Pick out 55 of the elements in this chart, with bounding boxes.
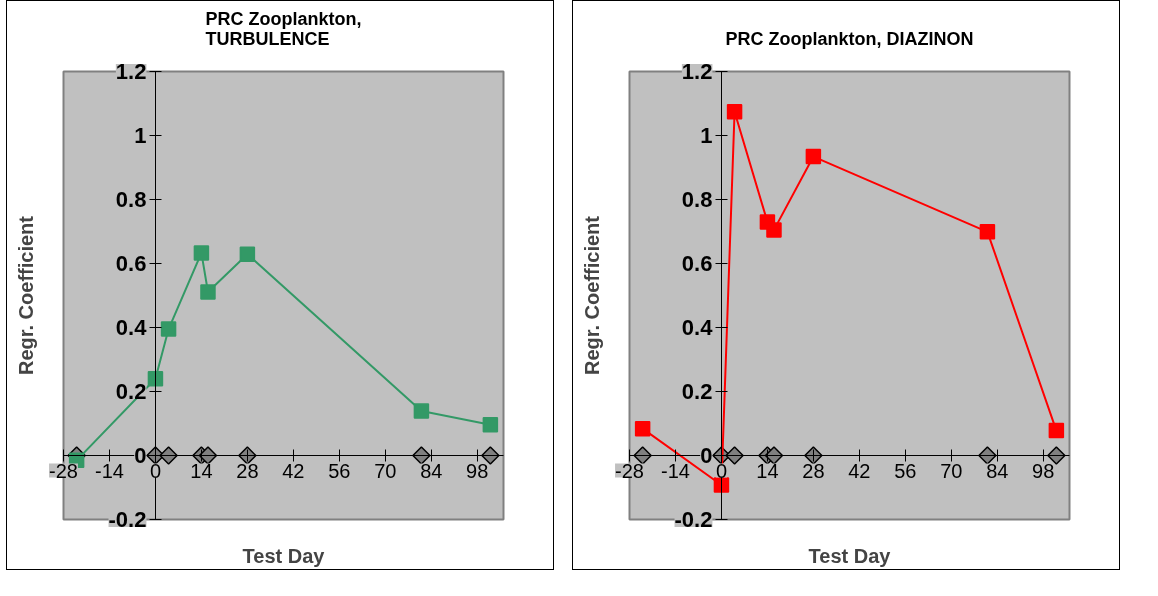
x-tick-label: -28	[49, 459, 78, 482]
x-tick-label: 98	[466, 459, 489, 482]
y-tick-label: 0.6	[115, 250, 147, 276]
point	[1048, 422, 1065, 439]
point	[805, 148, 822, 165]
x-tick-label: 28	[236, 459, 259, 482]
x-tick-label: -28	[615, 459, 644, 482]
y-tick-label: 1	[700, 122, 713, 148]
x-tick-label: 42	[282, 459, 305, 482]
x-tick-label: 70	[374, 459, 397, 482]
x-tick-label: 14	[756, 459, 779, 482]
y-tick-label: 1.2	[115, 58, 147, 84]
y-tick-label: 0.8	[681, 186, 713, 212]
x-tick-label: 0	[149, 459, 161, 482]
y-tick-label: -0.2	[108, 507, 147, 533]
y-tick-label: 0.4	[115, 315, 148, 341]
x-tick-label: 84	[420, 459, 443, 482]
point	[200, 284, 216, 300]
y-tick-label: -0.2	[674, 507, 713, 533]
y-tick-label: 0.4	[681, 315, 714, 341]
point	[979, 224, 996, 240]
point	[193, 245, 210, 261]
chart-title: PRC Zooplankton, TURBULENCE	[205, 8, 362, 49]
point	[634, 420, 651, 437]
point	[764, 446, 784, 465]
x-tick-label: 28	[802, 459, 825, 482]
y-axis-title: Regr. Coefficient	[14, 215, 37, 375]
point	[160, 321, 177, 337]
y-tick-label: 0.2	[681, 379, 713, 405]
y-tick-label: 1.2	[681, 58, 713, 84]
x-tick-label: 0	[715, 459, 727, 482]
x-axis-title: Test Day	[242, 544, 326, 567]
y-tick-label: 0.6	[681, 250, 713, 276]
point	[413, 403, 430, 419]
x-tick-label: -14	[95, 459, 124, 482]
x-tick-label: 14	[190, 459, 213, 482]
chart-title: PRC Zooplankton, DIAZINON	[725, 28, 974, 49]
x-tick-label: -14	[661, 459, 690, 482]
point	[713, 477, 730, 493]
x-axis-title: Test Day	[808, 544, 892, 567]
x-tick-label: 56	[894, 459, 917, 482]
y-tick-label: 0.2	[115, 379, 147, 405]
x-tick-label: 56	[328, 459, 351, 482]
y-axis-title: Regr. Coefficient	[580, 215, 603, 375]
x-tick-label: 98	[1032, 459, 1055, 482]
x-tick-label: 84	[986, 459, 1009, 482]
point	[482, 417, 499, 433]
x-tick-label: 70	[940, 459, 963, 482]
point	[239, 246, 256, 262]
point	[766, 222, 782, 238]
y-tick-label: 1	[134, 122, 147, 148]
x-tick-label: 42	[848, 459, 871, 482]
point	[198, 446, 218, 465]
point	[726, 104, 743, 120]
y-tick-label: 0.8	[115, 186, 147, 212]
